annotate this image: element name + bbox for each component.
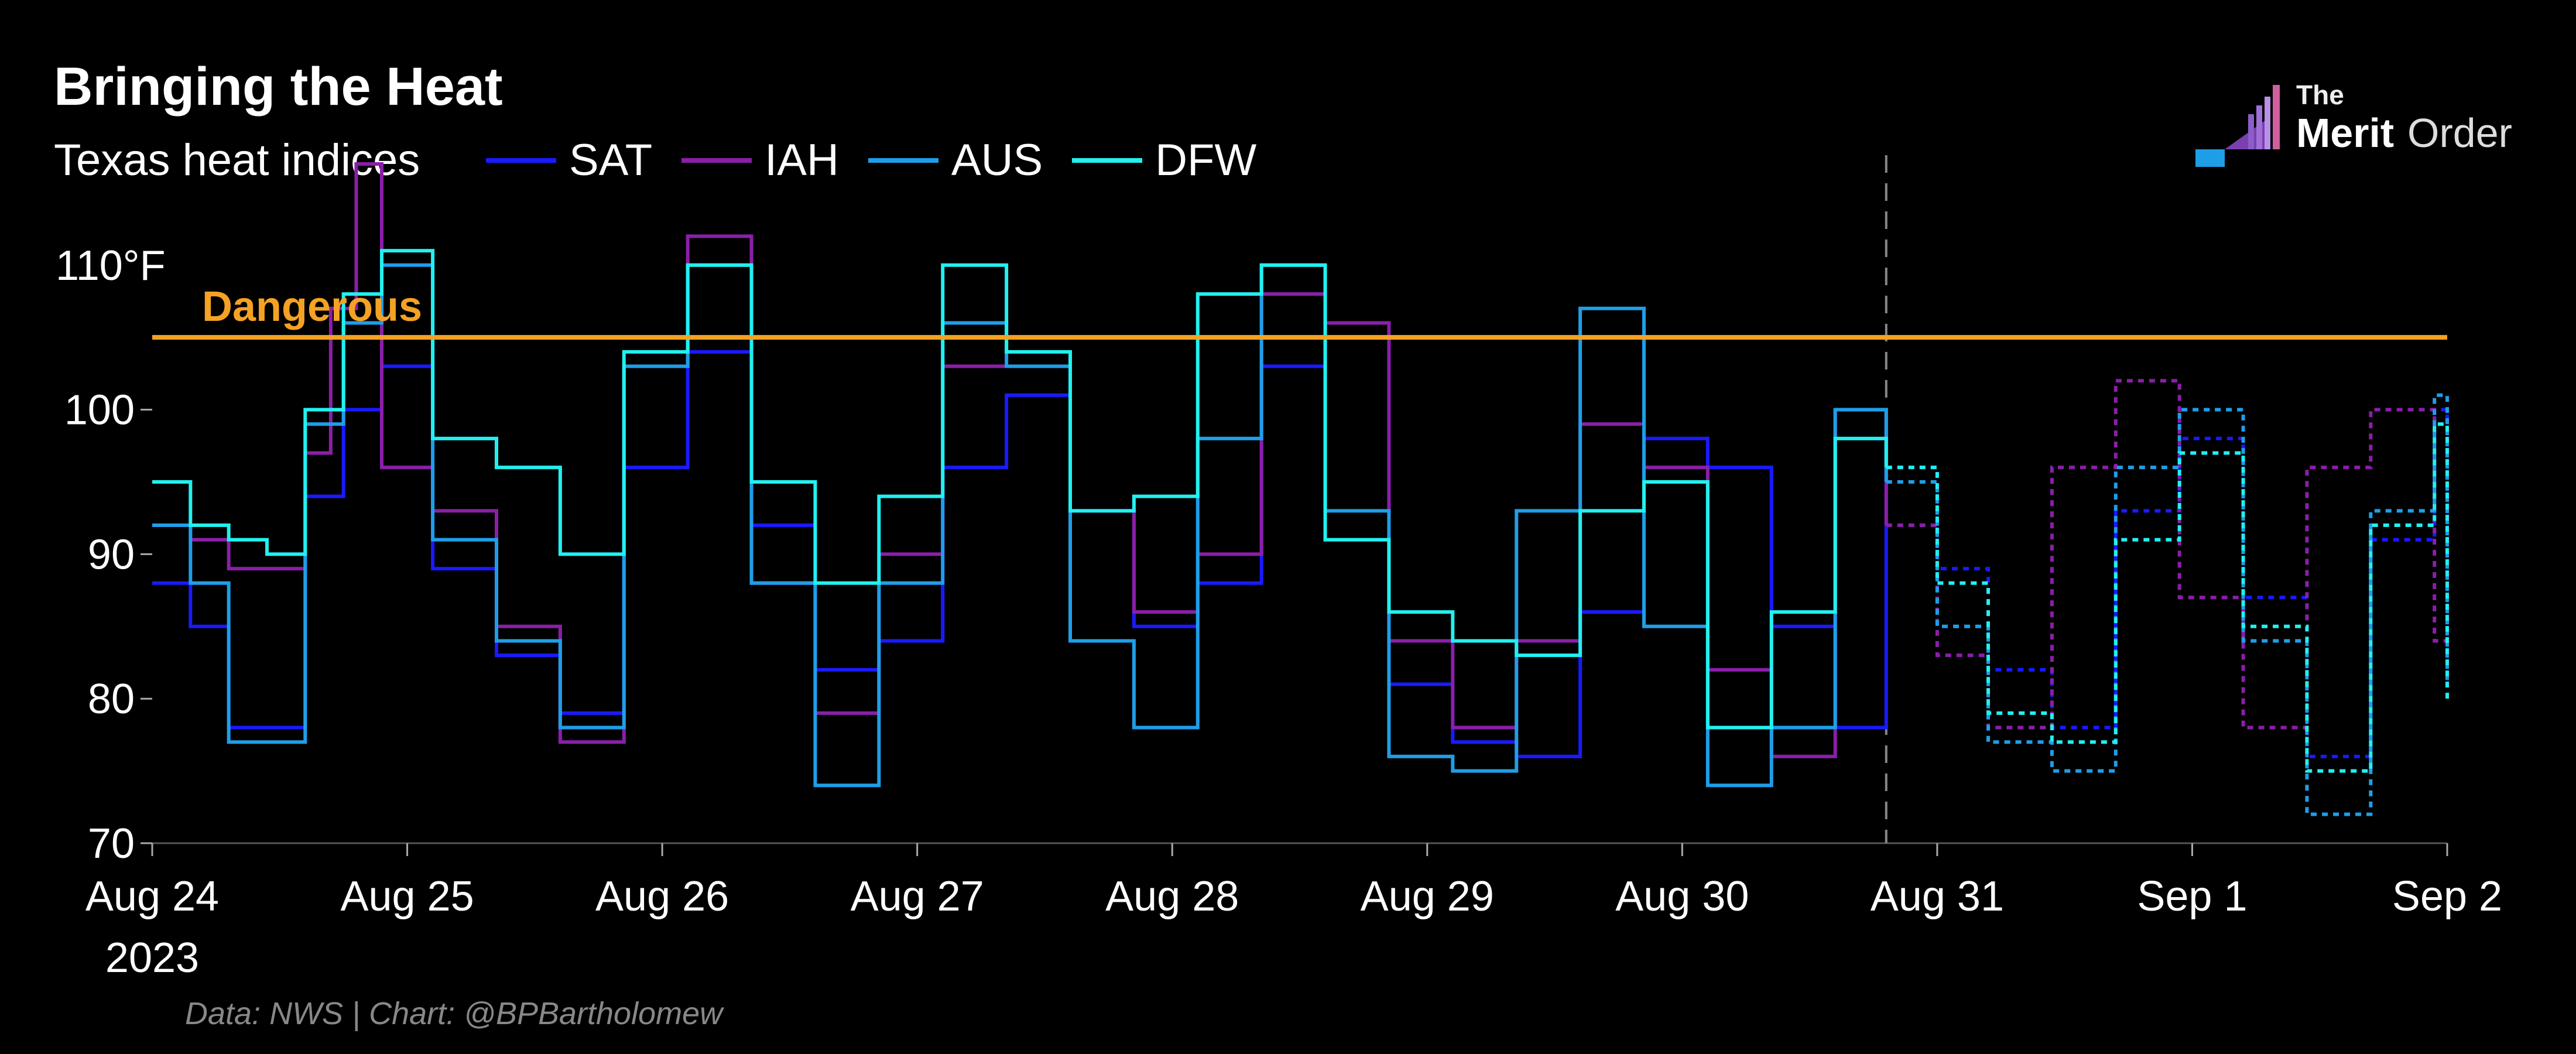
x-tick-sublabel: 2023: [105, 935, 199, 981]
series-line-aus: [152, 263, 1888, 788]
logo-order: Order: [2407, 110, 2512, 156]
y-tick-label: 80: [88, 676, 135, 723]
y-tick-label: 90: [88, 531, 135, 578]
logo-the: The: [2296, 80, 2344, 110]
chart-subtitle: Texas heat indices: [54, 135, 420, 185]
x-tick-label: Aug 28: [1105, 873, 1239, 920]
series-forecast-sat: [1886, 408, 2449, 758]
x-tick-label: Aug 27: [851, 873, 984, 920]
chart-title: Bringing the Heat: [54, 57, 503, 117]
legend: SAT IAH AUS DFW: [486, 135, 1286, 186]
legend-label-iah: IAH: [765, 135, 839, 185]
y-tick-label: 70: [88, 820, 135, 867]
legend-swatch-sat: [486, 158, 556, 163]
series-line-dfw: [152, 249, 1888, 730]
source-note: Data: NWS | Chart: @BPBartholomew: [185, 996, 723, 1031]
series-line-sat: [152, 336, 1888, 758]
logo-bars-icon: [2195, 85, 2280, 167]
legend-item-sat: SAT: [486, 135, 652, 186]
legend-swatch-dfw: [1072, 158, 1143, 163]
legend-item-aus: AUS: [868, 135, 1043, 186]
series-forecast-dfw: [1886, 422, 2449, 773]
y-tick-label: 100: [64, 387, 135, 434]
legend-swatch-iah: [681, 158, 752, 163]
legend-label-dfw: DFW: [1155, 135, 1257, 185]
x-tick-label: Sep 1: [2137, 873, 2247, 920]
series-forecast-aus: [1886, 393, 2449, 816]
series-forecast-iah: [1886, 379, 2449, 730]
x-tick-label: Aug 31: [1871, 873, 2004, 920]
x-tick-label: Sep 2: [2392, 873, 2502, 920]
x-tick-label: Aug 24: [85, 873, 219, 920]
legend-item-iah: IAH: [681, 135, 839, 186]
series-line-iah: [152, 162, 1888, 758]
legend-label-sat: SAT: [569, 135, 653, 185]
merit-order-logo: The Merit Order: [2190, 79, 2517, 173]
legend-label-aus: AUS: [951, 135, 1043, 185]
x-tick-label: Aug 26: [595, 873, 729, 920]
threshold-label: Dangerous: [202, 283, 422, 330]
legend-swatch-aus: [868, 158, 938, 163]
x-tick-label: Aug 25: [340, 873, 474, 920]
x-tick-label: Aug 29: [1361, 873, 1494, 920]
x-tick-label: Aug 30: [1615, 873, 1749, 920]
logo-merit: Merit: [2296, 110, 2395, 156]
legend-item-dfw: DFW: [1072, 135, 1256, 186]
y-extra-label: 110°F: [56, 242, 166, 289]
